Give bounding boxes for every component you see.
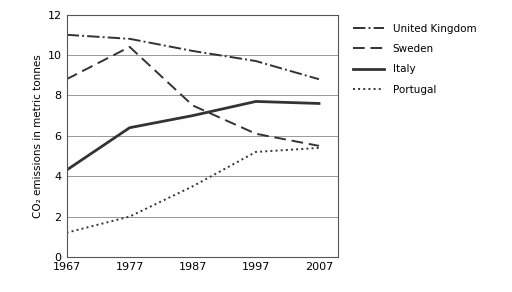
United Kingdom bbox=[316, 77, 322, 81]
Sweden bbox=[126, 45, 133, 49]
Y-axis label: CO₂ emissions in metric tonnes: CO₂ emissions in metric tonnes bbox=[33, 54, 44, 218]
Line: Portugal: Portugal bbox=[67, 148, 319, 233]
Sweden bbox=[190, 104, 196, 107]
United Kingdom bbox=[190, 49, 196, 53]
Line: United Kingdom: United Kingdom bbox=[67, 35, 319, 79]
United Kingdom bbox=[253, 59, 259, 63]
Sweden bbox=[63, 77, 70, 81]
Italy bbox=[63, 168, 70, 172]
Sweden bbox=[316, 144, 322, 148]
United Kingdom bbox=[63, 33, 70, 36]
Italy bbox=[190, 114, 196, 117]
Italy bbox=[126, 126, 133, 129]
Portugal bbox=[63, 231, 70, 234]
Portugal bbox=[190, 185, 196, 188]
Line: Italy: Italy bbox=[67, 101, 319, 170]
Portugal bbox=[253, 150, 259, 154]
United Kingdom bbox=[126, 37, 133, 41]
Portugal bbox=[316, 146, 322, 150]
Legend: United Kingdom, Sweden, Italy, Portugal: United Kingdom, Sweden, Italy, Portugal bbox=[349, 20, 480, 99]
Italy bbox=[253, 100, 259, 103]
Sweden bbox=[253, 132, 259, 135]
Italy bbox=[316, 102, 322, 105]
Portugal bbox=[126, 215, 133, 218]
Line: Sweden: Sweden bbox=[67, 47, 319, 146]
